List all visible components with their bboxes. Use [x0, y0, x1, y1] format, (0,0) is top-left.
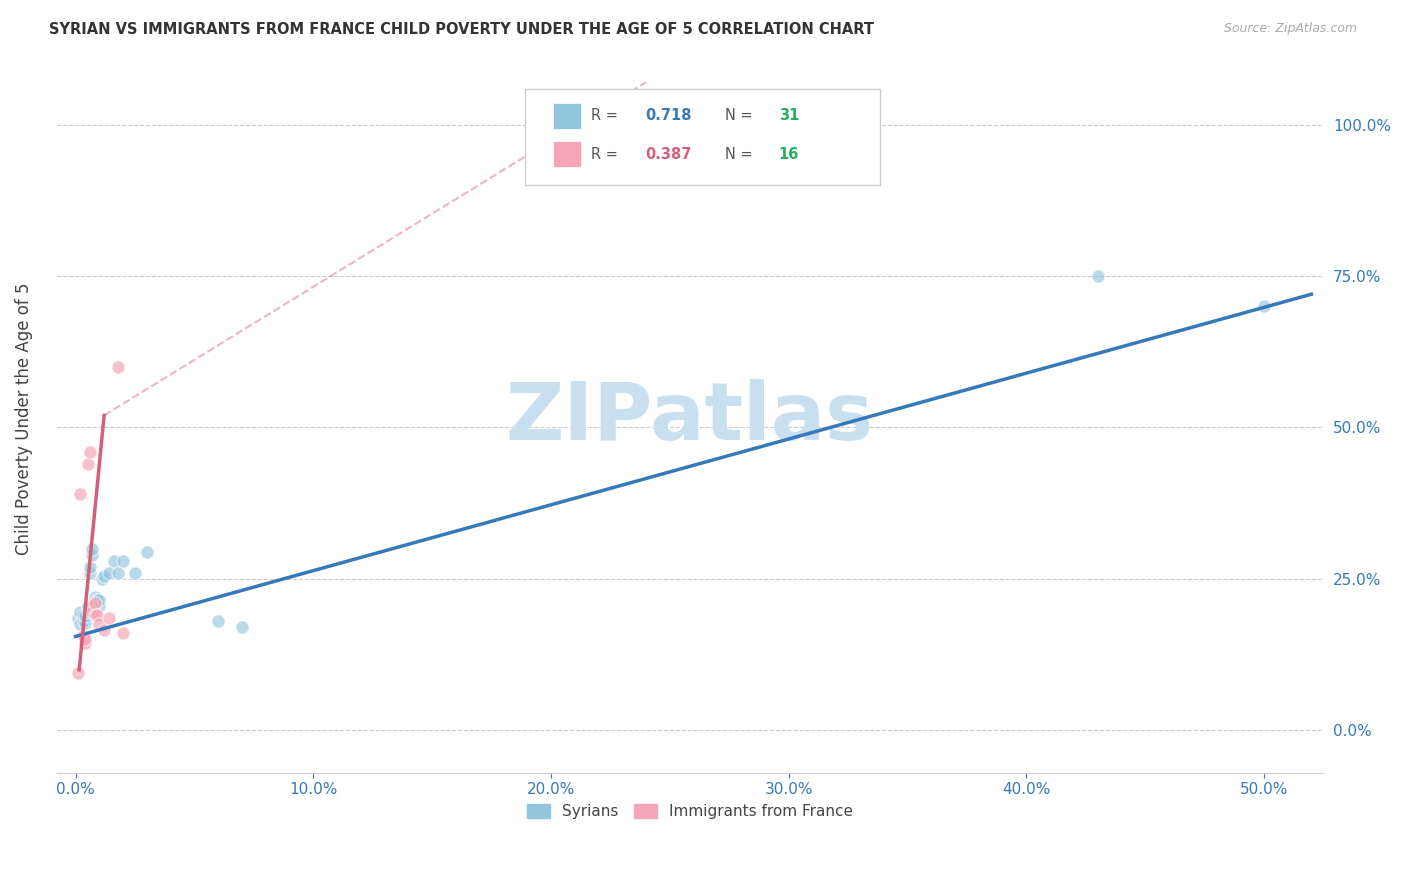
Point [124, 566, 146, 580]
Point [79, 566, 101, 580]
Point [82, 605, 104, 619]
Point [83, 608, 105, 623]
Point [79, 444, 101, 458]
Point [86, 593, 108, 607]
Point [79, 559, 101, 574]
Point [97, 566, 120, 580]
Point [72, 630, 94, 644]
Point [69, 605, 91, 619]
Point [76, 605, 98, 619]
Point [83, 596, 105, 610]
Point [69, 487, 91, 501]
FancyBboxPatch shape [526, 89, 880, 185]
Point [76, 599, 98, 614]
Point [1087, 268, 1109, 283]
Point [69, 617, 91, 632]
Point [75, 635, 97, 649]
Text: 0.387: 0.387 [645, 146, 692, 161]
Point [66, 665, 89, 680]
Point [83, 590, 105, 604]
Point [82, 541, 104, 556]
Point [75, 632, 97, 647]
Point [86, 608, 108, 623]
Point [1253, 299, 1275, 313]
FancyBboxPatch shape [553, 141, 581, 167]
Point [75, 615, 97, 630]
Point [97, 611, 120, 625]
Text: R =: R = [591, 146, 623, 161]
Point [231, 620, 253, 634]
Point [107, 359, 129, 374]
Point [75, 609, 97, 624]
Point [83, 596, 105, 610]
Text: N =: N = [725, 108, 758, 123]
Point [93, 624, 115, 638]
Point [89, 599, 111, 614]
Point [207, 615, 229, 629]
Point [89, 617, 111, 632]
FancyBboxPatch shape [553, 103, 581, 128]
Point [76, 602, 98, 616]
Text: ZIPatlas: ZIPatlas [506, 379, 875, 458]
Point [112, 626, 135, 640]
Y-axis label: Child Poverty Under the Age of 5: Child Poverty Under the Age of 5 [15, 282, 32, 555]
Text: R =: R = [591, 108, 623, 123]
Text: 16: 16 [779, 146, 799, 161]
Point [93, 569, 115, 583]
Point [82, 548, 104, 562]
Point [82, 599, 104, 614]
Point [72, 608, 94, 623]
Text: SYRIAN VS IMMIGRANTS FROM FRANCE CHILD POVERTY UNDER THE AGE OF 5 CORRELATION CH: SYRIAN VS IMMIGRANTS FROM FRANCE CHILD P… [49, 22, 875, 37]
Point [89, 593, 111, 607]
Point [135, 544, 157, 558]
Text: 31: 31 [779, 108, 799, 123]
Point [107, 566, 129, 580]
Point [112, 554, 135, 568]
Text: Source: ZipAtlas.com: Source: ZipAtlas.com [1223, 22, 1357, 36]
Point [103, 554, 125, 568]
Text: 0.718: 0.718 [645, 108, 692, 123]
Point [76, 457, 98, 471]
Point [72, 613, 94, 627]
Point [66, 611, 89, 625]
Text: N =: N = [725, 146, 758, 161]
Legend: Syrians, Immigrants from France: Syrians, Immigrants from France [520, 797, 859, 825]
Point [90, 572, 112, 586]
